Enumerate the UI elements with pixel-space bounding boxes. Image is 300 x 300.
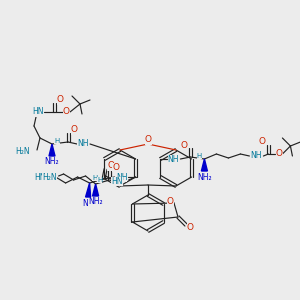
Text: HN₂: HN₂ [34,172,49,182]
Text: NH: NH [82,200,93,208]
Text: H: H [92,175,97,181]
Polygon shape [85,183,91,197]
Text: O: O [107,161,114,170]
Text: NH: NH [77,140,89,148]
Text: H₂N: H₂N [15,148,30,157]
Text: H: H [197,153,202,159]
Text: O: O [187,223,194,232]
Text: O: O [70,125,77,134]
Text: H: H [97,177,102,183]
Text: NH: NH [168,154,179,164]
Text: O: O [56,95,64,104]
Text: HN: HN [111,176,123,185]
Text: NH: NH [116,172,127,182]
Text: O: O [112,163,119,172]
Text: NH₂: NH₂ [88,197,103,206]
Polygon shape [201,159,207,171]
Text: H₂N: H₂N [42,173,57,182]
Polygon shape [93,184,99,196]
Text: O: O [276,149,283,158]
Text: H: H [54,138,60,144]
Text: O: O [145,136,152,145]
Text: O: O [181,140,188,149]
Polygon shape [49,144,55,156]
Text: NH₂: NH₂ [197,172,212,182]
Text: HN: HN [32,107,44,116]
Text: O: O [62,107,70,116]
Text: ₂: ₂ [92,200,95,208]
Text: NH₂: NH₂ [45,158,59,166]
Text: NH: NH [251,152,262,160]
Text: O: O [167,197,173,206]
Text: O: O [259,137,266,146]
